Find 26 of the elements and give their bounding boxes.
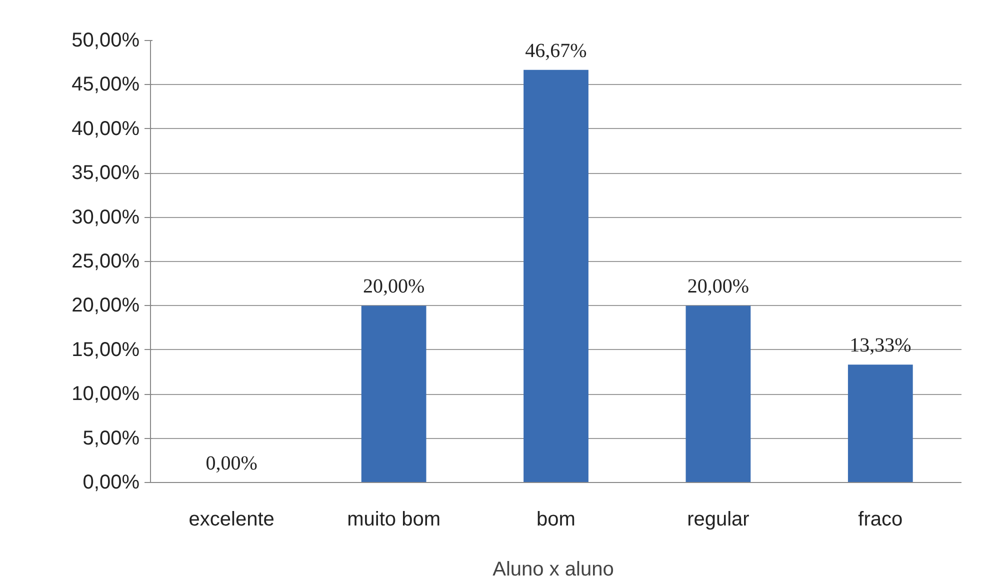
y-tick-label: 0,00% <box>82 472 140 494</box>
y-tick-label: 5,00% <box>82 427 140 450</box>
x-tick-label: regular <box>687 508 750 530</box>
x-tick-label: bom <box>536 508 576 530</box>
y-tick-label: 40,00% <box>72 118 140 140</box>
x-tick-label: excelente <box>188 508 274 530</box>
data-label: 0,00% <box>206 452 258 474</box>
x-axis-title: Aluno x aluno <box>492 558 614 580</box>
y-tick-label: 25,00% <box>72 250 140 272</box>
y-tick-label: 15,00% <box>72 338 140 361</box>
bar <box>361 306 426 482</box>
bar <box>848 364 913 482</box>
x-tick-label: muito bom <box>347 508 440 530</box>
data-label: 20,00% <box>687 276 750 298</box>
y-tick-label: 45,00% <box>72 74 140 96</box>
data-label: 13,33% <box>850 334 912 357</box>
y-tick-label: 20,00% <box>72 294 140 317</box>
y-tick-label: 50,00% <box>72 30 140 52</box>
x-tick-label: fraco <box>858 508 903 530</box>
data-label: 46,67% <box>525 40 587 62</box>
y-tick-label: 10,00% <box>72 383 140 406</box>
bar <box>686 306 751 482</box>
y-tick-label: 35,00% <box>72 162 140 184</box>
y-tick-label: 30,00% <box>72 206 140 228</box>
bar <box>524 70 588 482</box>
data-label: 20,00% <box>362 276 425 298</box>
